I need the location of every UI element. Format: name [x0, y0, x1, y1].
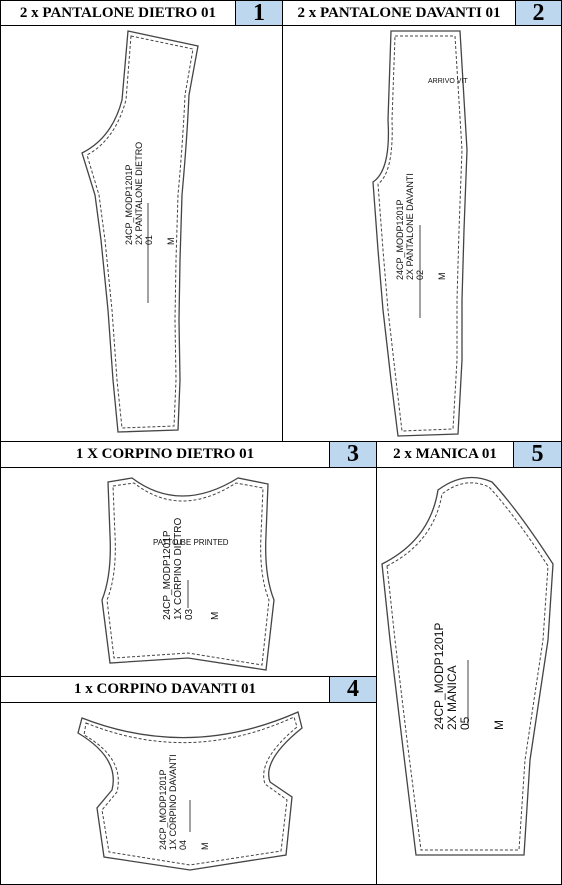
piece-code-1: 24CP_MODP1201P — [124, 164, 134, 245]
piece-code-5: 24CP_MODP1201P — [432, 623, 446, 730]
piece-code-3: 24CP_MODP1201P — [162, 530, 173, 620]
piece-desc-1: 2X PANTALONE DIETRO — [134, 142, 144, 245]
piece-number-3: 03 — [184, 608, 195, 620]
piece-note-3: PATTO BE PRINTED — [153, 538, 229, 547]
piece-size-2: M — [437, 273, 447, 281]
section-title-5: 2 x MANICA 01 — [393, 446, 497, 462]
piece-number-2: 02 — [415, 270, 425, 280]
piece-number-5: 05 — [458, 716, 472, 730]
piece-number-4: 04 — [178, 840, 188, 850]
piece-code-4: 24CP_MODP1201P — [158, 769, 168, 850]
section-number-2: 2 — [516, 0, 561, 26]
piece-desc-5: 2X MANICA — [445, 665, 459, 730]
section-number-4: 4 — [330, 676, 376, 702]
section-title-4: 1 x CORPINO DAVANTI 01 — [74, 681, 256, 697]
piece-desc-2: 2X PANTALONE DAVANTI — [405, 173, 415, 280]
section-number-3: 3 — [330, 441, 376, 467]
section-title-1: 2 x PANTALONE DIETRO 01 — [19, 4, 217, 21]
section-title-2: 2 x PANTALONE DAVANTI 01 — [297, 4, 501, 21]
piece-number-1: 01 — [144, 235, 154, 245]
piece-size-3: M — [210, 612, 221, 620]
piece-code-2: 24CP_MODP1201P — [395, 199, 405, 280]
section-title-3: 1 X CORPINO DIETRO 01 — [75, 446, 255, 462]
piece-desc-3: 1X CORPINO DIETRO — [173, 518, 184, 620]
section-number-1: 1 — [236, 0, 282, 26]
piece-desc-4: 1X CORPINO DAVANTI — [168, 754, 178, 850]
piece-size-4: M — [200, 843, 210, 851]
piece-size-1: M — [166, 238, 176, 246]
piece-size-5: M — [492, 720, 506, 730]
section-number-5: 5 — [514, 441, 561, 467]
piece-note-2: ARRIVO VIT — [428, 78, 468, 85]
